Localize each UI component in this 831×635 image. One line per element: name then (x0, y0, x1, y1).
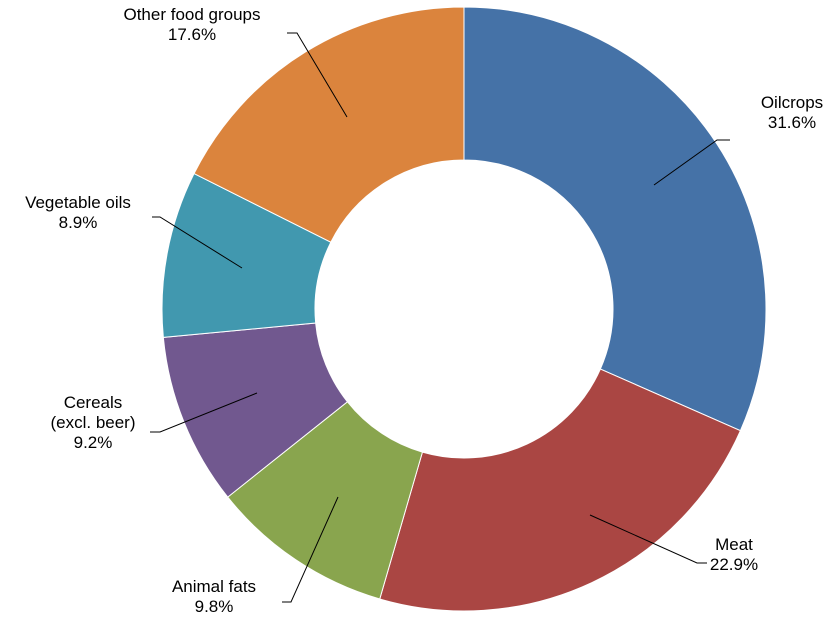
slice-category-label: Vegetable oils (25, 193, 131, 212)
slice-value-label: 8.9% (59, 213, 98, 232)
slice-value-label: 31.6% (768, 113, 816, 132)
slice-other-food-groups (193, 6, 465, 243)
slice-category-label: (excl. beer) (50, 413, 135, 432)
slice-category-label: Oilcrops (761, 93, 823, 112)
leader-line-other-food-groups (287, 32, 348, 118)
leader-line-oilcrops (653, 139, 730, 186)
leader-line-animal-fats (282, 496, 339, 603)
leader-line-cereals-excl-beer (150, 392, 258, 433)
data-label-animal-fats: Animal fats 9.8% (172, 577, 256, 616)
slice-category-label: Meat (715, 535, 753, 554)
slice-value-label: 9.2% (74, 433, 113, 452)
slice-category-label: Animal fats (172, 577, 256, 596)
slice-oilcrops (463, 6, 767, 432)
slice-meat (379, 368, 742, 612)
slice-category-label: Other food groups (123, 5, 260, 24)
slice-value-label: 17.6% (168, 25, 216, 44)
data-label-oilcrops: Oilcrops 31.6% (761, 93, 823, 132)
data-label-other-food-groups: Other food groups 17.6% (123, 5, 260, 44)
slice-value-label: 22.9% (710, 555, 758, 574)
slice-category-label: Cereals (64, 393, 123, 412)
data-label-vegetable-oils: Vegetable oils 8.9% (25, 193, 131, 232)
data-label-cereals-excl-beer: Cereals (excl. beer) 9.2% (50, 393, 135, 452)
leader-line-meat (589, 514, 707, 564)
slice-value-label: 9.8% (195, 597, 234, 616)
data-label-meat: Meat 22.9% (710, 535, 758, 574)
leader-line-vegetable-oils (152, 216, 243, 269)
